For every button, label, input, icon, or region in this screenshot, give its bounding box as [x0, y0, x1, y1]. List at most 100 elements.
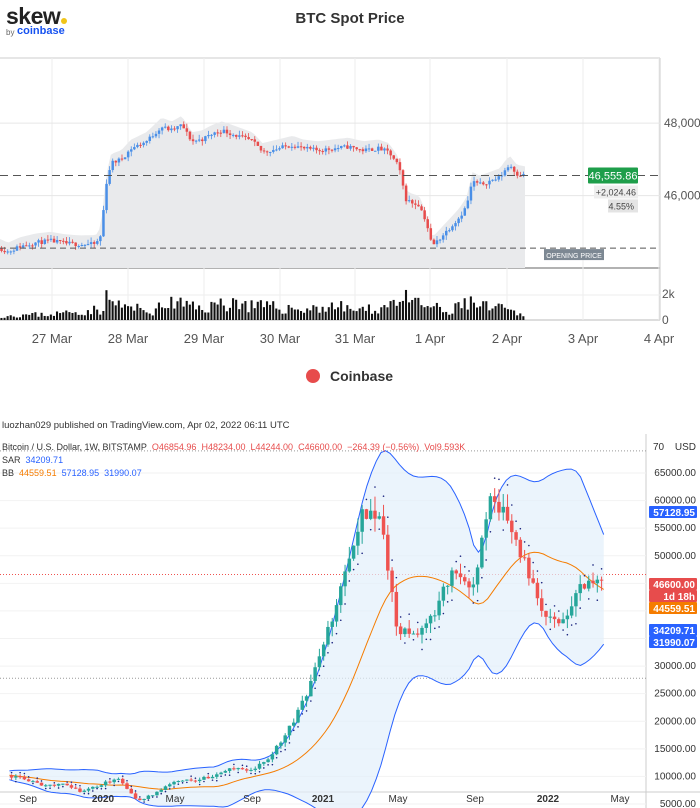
sar-dot — [408, 613, 410, 615]
bb-lower-line — [9, 622, 605, 808]
volume-bar — [62, 312, 65, 320]
weekly-candle-body — [193, 780, 198, 782]
sar-label[interactable]: SAR — [2, 455, 21, 465]
last-price-tag — [588, 167, 638, 184]
volume-bar — [460, 308, 463, 320]
weekly-candle-body — [587, 580, 591, 589]
volume-bar — [318, 312, 321, 320]
candle-body — [290, 146, 294, 148]
volume-bar — [96, 309, 99, 320]
x-tick-label: May — [611, 794, 630, 805]
volume-bar — [198, 305, 201, 320]
volume-bar — [204, 312, 207, 320]
weekly-candle-body — [232, 768, 236, 770]
volume-bar — [306, 308, 309, 320]
weekly-candle-body — [326, 626, 330, 645]
price-badge-label: 46600.00 — [653, 580, 695, 591]
candle-body — [108, 170, 111, 184]
candle-body — [438, 239, 442, 241]
sar-dot — [288, 742, 291, 744]
weekly-candle-body — [9, 775, 14, 778]
weekly-candle-body — [501, 506, 505, 513]
sar-dot — [32, 782, 34, 785]
candle-body — [136, 144, 139, 148]
candle-body — [454, 223, 457, 227]
volume-bar — [235, 299, 238, 320]
bb-label[interactable]: BB — [2, 468, 15, 478]
candle-body — [519, 175, 522, 177]
volume-bar — [3, 317, 6, 320]
weekly-candle-body — [274, 745, 279, 755]
sar-dot — [344, 603, 346, 605]
volume-bar — [340, 301, 343, 320]
volume-bar — [327, 307, 330, 320]
sar-dot — [545, 603, 547, 606]
weekly-candle-body — [381, 516, 386, 535]
opening-price-label: OPENING PRICE — [546, 253, 602, 260]
weekly-candle-body — [18, 776, 22, 778]
ohlc-change: −264.39 (−0.56%) — [347, 442, 420, 452]
weekly-candle-body — [334, 605, 339, 622]
sar-dot — [365, 498, 368, 501]
sar-dot — [10, 771, 13, 774]
weekly-candle-body — [531, 578, 535, 583]
weekly-candle-body — [343, 571, 347, 587]
volume-bar — [448, 314, 451, 320]
y-tick-label: 15000.00 — [654, 744, 696, 755]
sar-dot — [562, 629, 564, 631]
bb-upper-value: 57128.95 — [61, 468, 100, 478]
x-tick-label: May — [166, 794, 185, 805]
weekly-candle-body — [411, 633, 416, 635]
weekly-candle-body — [321, 644, 326, 657]
candle-body — [445, 230, 448, 236]
candle-body — [373, 150, 377, 152]
volume-bar — [315, 306, 318, 320]
weekly-candle-body — [257, 763, 262, 769]
weekly-candle-body — [505, 506, 510, 521]
sar-dot — [391, 559, 393, 561]
sar-dot — [104, 787, 107, 790]
weekly-candle-body — [99, 785, 104, 787]
sar-dot — [485, 559, 487, 561]
y-tick-label: 5000.00 — [660, 799, 697, 808]
candle-body — [262, 150, 266, 152]
candle-body — [466, 200, 470, 209]
weekly-candle-body — [467, 581, 471, 588]
weekly-candle-body — [463, 577, 467, 582]
sar-dot — [331, 641, 334, 644]
sar-dot — [442, 612, 445, 615]
candle-body — [244, 135, 247, 138]
y-tick-label: 20000.00 — [654, 716, 696, 727]
symbol-name[interactable]: Bitcoin / U.S. Dollar, 1W, BITSTAMP — [2, 442, 147, 452]
candle-body — [318, 150, 321, 152]
opening-price-tag — [544, 249, 604, 261]
volume-bar — [34, 312, 37, 320]
weekly-candle-body — [108, 781, 112, 783]
weekly-candle-body — [26, 779, 31, 782]
sar-dot — [472, 602, 475, 604]
volume-bar — [503, 307, 506, 320]
volume-bar — [516, 315, 519, 320]
sar-dot — [318, 674, 321, 677]
sar-dot — [438, 626, 440, 628]
volume-bar — [25, 314, 28, 320]
x-tick-label: 2 Apr — [492, 331, 523, 346]
candle-body — [411, 200, 414, 204]
candle-body — [3, 250, 6, 253]
candle-body — [312, 147, 315, 149]
candle-body — [346, 145, 349, 149]
weekly-candle-body — [377, 516, 381, 519]
candle-body — [361, 149, 365, 152]
candle-body — [191, 139, 195, 142]
weekly-candle-body — [471, 584, 476, 588]
volume-bar — [278, 309, 281, 320]
sar-dot — [156, 796, 158, 798]
legend-label[interactable]: Coinbase — [330, 368, 394, 384]
weekly-candle-body — [56, 783, 61, 786]
sar-dot — [339, 619, 342, 622]
volume-bar — [293, 309, 296, 320]
volume-bar — [6, 316, 9, 320]
sar-dot — [429, 638, 432, 641]
volume-bar — [303, 312, 306, 320]
weekly-candle-body — [492, 496, 497, 502]
